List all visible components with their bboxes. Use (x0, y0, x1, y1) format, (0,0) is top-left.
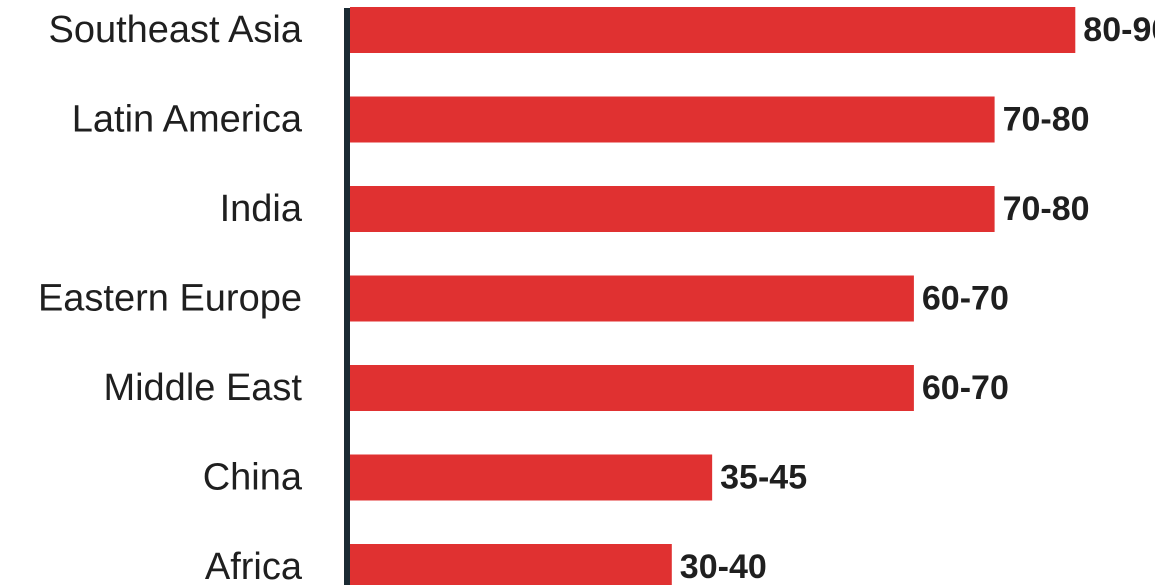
data-label-5: 35-45 (720, 459, 807, 497)
category-label-3: Eastern Europe (38, 278, 302, 320)
data-label-1: 70-80 (1003, 101, 1090, 139)
bar-5 (350, 454, 713, 501)
bar-6 (350, 544, 672, 585)
bar-3 (350, 275, 914, 322)
data-label-3: 60-70 (922, 280, 1009, 318)
category-label-2: India (220, 188, 303, 230)
data-label-0: 80-90 (1083, 11, 1155, 49)
data-label-6: 30-40 (680, 548, 767, 585)
bar-0 (350, 7, 1076, 53)
category-label-1: Latin America (72, 99, 303, 141)
data-label-2: 70-80 (1003, 190, 1090, 228)
bar-4 (350, 365, 914, 411)
data-labels-group: 80-90 70-80 70-80 60-70 60-70 35-45 30-40 (680, 11, 1155, 585)
category-label-0: Southeast Asia (48, 9, 302, 51)
bar-1 (350, 96, 995, 143)
bars-group (350, 7, 1076, 585)
category-label-5: China (203, 457, 303, 499)
category-label-6: Africa (205, 546, 303, 585)
category-label-4: Middle East (103, 367, 302, 409)
bar-2 (350, 186, 995, 232)
data-label-4: 60-70 (922, 369, 1009, 407)
category-labels-group: Southeast Asia Latin America India Eastern … (38, 9, 303, 585)
